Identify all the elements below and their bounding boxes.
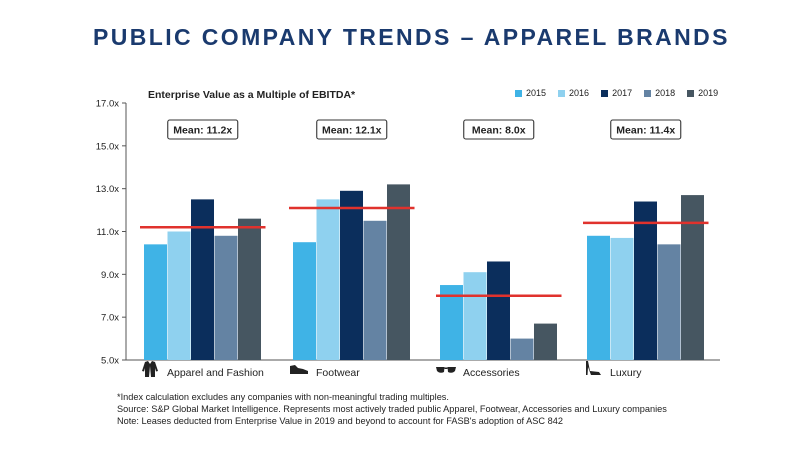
bar-2015-luxury (587, 235, 610, 360)
legend-swatch (644, 89, 652, 97)
bar-2019-footwear (387, 184, 410, 360)
mean-label-box (316, 119, 388, 140)
bar-2017-luxury (634, 201, 657, 360)
bar-2018-luxury (657, 244, 681, 360)
mean-label-box (463, 119, 535, 140)
y-tick-label: 17.0x (96, 99, 119, 110)
y-tick-label: 5.0x (101, 356, 119, 367)
bar-2018-footwear (363, 220, 387, 360)
bar-2016-luxury (610, 237, 634, 360)
mean-label: Mean: 11.4x (616, 125, 675, 137)
y-tick-label: 9.0x (101, 270, 119, 281)
footnote-source: Source: S&P Global Market Intelligence. … (117, 404, 667, 415)
legend-label: 2018 (655, 88, 676, 98)
legend-swatch (515, 89, 522, 97)
bar-2017-footwear (340, 190, 363, 360)
legend-swatch (601, 89, 609, 97)
page-title: PUBLIC COMPANY TRENDS – APPAREL BRANDS (93, 24, 730, 50)
jacket-icon (142, 361, 158, 377)
bar-2019-accessories (534, 323, 557, 360)
shoe-icon (290, 365, 308, 374)
bar-2019-luxury (681, 195, 704, 360)
legend-item-2016: 2016 (558, 88, 589, 98)
bar-2015-apparel-and-fashion (144, 244, 167, 360)
footnote-note: Note: Leases deducted from Enterprise Va… (117, 416, 563, 427)
legend-swatch (687, 89, 695, 97)
legend-item-2017: 2017 (601, 88, 632, 98)
legend-label: 2016 (569, 88, 590, 98)
bar-2016-accessories (463, 272, 487, 360)
y-tick-label: 7.0x (101, 313, 119, 324)
sunglasses-icon (436, 367, 456, 373)
bar-2015-accessories (440, 285, 463, 360)
mean-label-box (167, 119, 239, 140)
legend-item-2019: 2019 (687, 88, 718, 98)
category-label: Luxury (610, 367, 642, 379)
bar-2018-apparel-and-fashion (214, 235, 238, 360)
bar-2015-footwear (293, 242, 316, 360)
bar-2017-accessories (487, 261, 510, 360)
legend-swatch (558, 89, 566, 97)
legend-label: 2015 (526, 88, 547, 98)
category-label: Footwear (316, 367, 360, 379)
footnotes: *Index calculation excludes any companie… (117, 391, 667, 428)
legend-label: 2017 (612, 88, 633, 98)
mean-label: Mean: 8.0x (472, 125, 526, 137)
bar-2019-apparel-and-fashion (238, 218, 261, 360)
y-tick-label: 11.0x (96, 227, 119, 238)
footnote-index: *Index calculation excludes any companie… (117, 392, 449, 402)
category-label: Apparel and Fashion (167, 367, 264, 379)
legend-item-2018: 2018 (644, 88, 675, 98)
bar-2016-footwear (316, 199, 340, 360)
chart-title: Enterprise Value as a Multiple of EBITDA… (148, 89, 356, 101)
bar-2018-accessories (510, 338, 534, 360)
mean-label: Mean: 11.2x (173, 125, 232, 137)
high-heel-icon (586, 361, 601, 375)
y-tick-label: 13.0x (96, 184, 119, 195)
category-label: Accessories (463, 367, 520, 379)
chart-legend: 2015 2016 2017 2018 2019 (515, 88, 718, 98)
bar-2017-apparel-and-fashion (191, 199, 214, 360)
mean-label: Mean: 12.1x (322, 125, 382, 137)
bar-2016-apparel-and-fashion (167, 231, 191, 360)
legend-label: 2019 (698, 88, 719, 98)
mean-label-box (610, 119, 682, 140)
y-tick-label: 15.0x (96, 141, 119, 152)
legend-item-2015: 2015 (515, 88, 546, 98)
